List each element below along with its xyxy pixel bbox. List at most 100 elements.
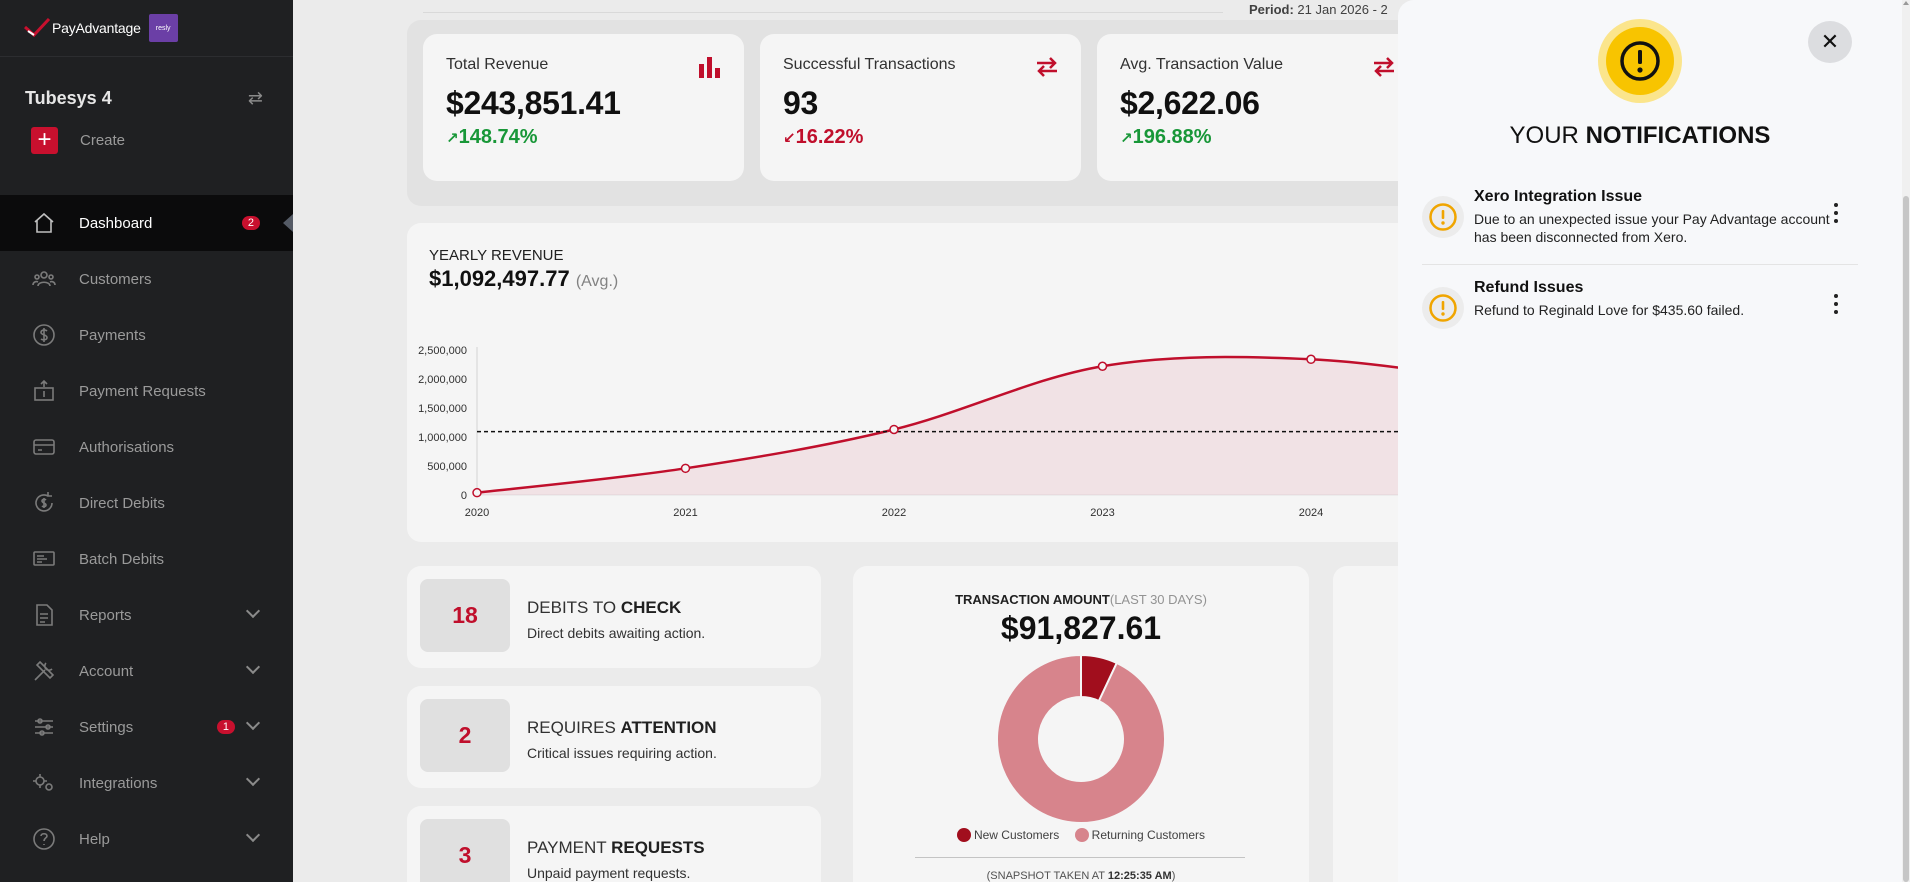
plus-icon: + bbox=[31, 126, 58, 154]
sidebar-item-account[interactable]: Account bbox=[0, 643, 293, 699]
settings-badge: 1 bbox=[216, 720, 235, 734]
stat-card-avg-transaction-value: Avg. Transaction Value $2,622.06 ↗196.88… bbox=[1097, 34, 1418, 181]
task-card-requires-attention[interactable]: 2 REQUIRES ATTENTION Critical issues req… bbox=[407, 686, 821, 788]
task-title: REQUIRES ATTENTION bbox=[527, 718, 717, 737]
close-button[interactable]: ✕ bbox=[1808, 21, 1852, 63]
task-card-debits-to-check[interactable]: 18 DEBITS TO CHECK Direct debits awaitin… bbox=[407, 566, 821, 668]
chevron-down-icon[interactable] bbox=[245, 771, 261, 787]
scrollbar-thumb[interactable] bbox=[1903, 196, 1909, 882]
warning-icon bbox=[1422, 196, 1464, 238]
task-count: 2 bbox=[420, 699, 510, 772]
sidebar-item-label: Settings bbox=[79, 718, 134, 736]
transfer-icon bbox=[1035, 56, 1059, 84]
sidebar-item-customers[interactable]: Customers bbox=[0, 251, 293, 307]
data-point bbox=[680, 463, 691, 474]
chevron-down-icon[interactable] bbox=[245, 659, 261, 675]
sidebar-item-label: Reports bbox=[79, 606, 132, 624]
y-tick-label: 500,000 bbox=[427, 461, 467, 473]
slice-returning-customers[interactable] bbox=[996, 653, 1166, 824]
stat-title: Successful Transactions bbox=[783, 56, 956, 73]
period-selector[interactable]: Period: 21 Jan 2026 - 2 bbox=[1249, 2, 1388, 17]
sidebar-item-payment-requests[interactable]: Payment Requests bbox=[0, 363, 293, 419]
sidebar-item-direct-debits[interactable]: Direct Debits bbox=[0, 475, 293, 531]
data-point bbox=[1306, 354, 1316, 365]
legend-returning-customers[interactable]: Returning Customers bbox=[1074, 828, 1205, 842]
stat-value: $2,622.06 bbox=[1120, 85, 1260, 121]
y-tick-label: 1,500,000 bbox=[418, 403, 467, 415]
notification-body: Due to an unexpected issue your Pay Adva… bbox=[1474, 211, 1830, 245]
sidebar-item-authorisations[interactable]: Authorisations bbox=[0, 419, 293, 475]
panel-scrollbar[interactable] bbox=[1902, 0, 1910, 882]
stat-title: Total Revenue bbox=[446, 56, 549, 73]
stat-value: 93 bbox=[783, 85, 818, 121]
notifications-panel: ✕ YOUR NOTIFICATIONS Xero Integration Is… bbox=[1398, 0, 1910, 882]
payment-request-icon bbox=[31, 378, 57, 404]
warning-icon bbox=[1422, 287, 1464, 329]
yearly-revenue-title: YEARLY REVENUE bbox=[429, 247, 564, 264]
task-subtitle: Critical issues requiring action. bbox=[527, 745, 717, 761]
sidebar-item-batch-debits[interactable]: Batch Debits bbox=[0, 531, 293, 587]
sidebar-item-label: Help bbox=[79, 830, 110, 848]
logo-row: PayAdvantage resly bbox=[0, 0, 293, 57]
sidebar-item-label: Payment Requests bbox=[79, 382, 206, 400]
batch-icon bbox=[31, 546, 57, 572]
gears-icon bbox=[31, 770, 57, 796]
chevron-down-icon[interactable] bbox=[245, 715, 261, 731]
sidebar-nav: Dashboard 2 Customers Payments Payment R… bbox=[0, 195, 293, 867]
sidebar-item-label: Customers bbox=[79, 270, 152, 288]
y-tick-label: 1,000,000 bbox=[418, 432, 467, 444]
sidebar-item-label: Direct Debits bbox=[79, 494, 165, 512]
chevron-down-icon[interactable] bbox=[245, 603, 261, 619]
sidebar-item-integrations[interactable]: Integrations bbox=[0, 755, 293, 811]
task-card-payment-requests[interactable]: 3 PAYMENT REQUESTS Unpaid payment reques… bbox=[407, 806, 821, 882]
period-label: Period: bbox=[1249, 2, 1294, 17]
yearly-revenue-card: YEARLY REVENUE $1,092,497.77 (Avg.) 0 500… bbox=[407, 223, 1507, 542]
divider bbox=[915, 857, 1245, 858]
arrow-down-icon: ↙ bbox=[783, 130, 796, 147]
divider bbox=[423, 12, 1223, 13]
stat-card-successful-transactions: Successful Transactions 93 ↙16.22% bbox=[760, 34, 1081, 181]
switch-org-icon[interactable]: ⇄ bbox=[247, 87, 263, 108]
avg-label: (Avg.) bbox=[575, 273, 619, 290]
task-title: DEBITS TO CHECK bbox=[527, 598, 682, 617]
transaction-value: $91,827.61 bbox=[1000, 610, 1162, 646]
data-point bbox=[1097, 361, 1108, 371]
sidebar-item-reports[interactable]: Reports bbox=[0, 587, 293, 643]
org-name: Tubesys 4 bbox=[25, 87, 112, 108]
legend-new-customers[interactable]: New Customers bbox=[956, 828, 1059, 842]
y-tick-label: 2,500,000 bbox=[418, 345, 467, 357]
sidebar-item-dashboard[interactable]: Dashboard 2 bbox=[0, 195, 293, 251]
help-icon bbox=[31, 826, 57, 852]
x-tick-label: 2022 bbox=[882, 507, 906, 519]
task-count: 18 bbox=[420, 579, 510, 652]
period-value: 21 Jan 2026 - 2 bbox=[1297, 2, 1388, 17]
task-title: PAYMENT REQUESTS bbox=[527, 838, 705, 857]
task-subtitle: Direct debits awaiting action. bbox=[527, 625, 706, 641]
snapshot-note: (SNAPSHOT TAKEN AT 12:25:35 AM) bbox=[986, 870, 1176, 882]
org-switcher[interactable]: Tubesys 4 ⇄ bbox=[0, 74, 293, 122]
sliders-icon bbox=[31, 714, 57, 740]
users-icon bbox=[31, 266, 57, 292]
scroll-up-icon[interactable] bbox=[1903, 1, 1909, 5]
sidebar-item-settings[interactable]: Settings 1 bbox=[0, 699, 293, 755]
legend-dot bbox=[1074, 828, 1089, 842]
y-tick-label: 0 bbox=[461, 490, 467, 502]
revenue-line bbox=[476, 355, 1507, 494]
create-button[interactable]: + Create bbox=[0, 122, 293, 158]
payadvantage-logo-icon bbox=[24, 18, 50, 38]
chevron-down-icon[interactable] bbox=[245, 827, 261, 843]
notification-alert-icon bbox=[1598, 19, 1682, 103]
yearly-revenue-value: $1,092,497.77 (Avg.) bbox=[429, 266, 619, 291]
sidebar-item-label: Payments bbox=[79, 326, 146, 344]
more-options-icon[interactable] bbox=[1826, 198, 1846, 228]
sidebar-item-payments[interactable]: Payments bbox=[0, 307, 293, 363]
data-point bbox=[472, 487, 482, 498]
sidebar-item-label: Account bbox=[79, 662, 134, 680]
stat-card-total-revenue: Total Revenue $243,851.41 ↗148.74% bbox=[423, 34, 744, 181]
sidebar-item-help[interactable]: Help bbox=[0, 811, 293, 867]
more-options-icon[interactable] bbox=[1826, 289, 1846, 319]
transaction-title: TRANSACTION AMOUNT(LAST 30 DAYS) bbox=[955, 592, 1207, 607]
legend-dot bbox=[956, 828, 971, 842]
sidebar: PayAdvantage resly Tubesys 4 ⇄ + Create … bbox=[0, 0, 293, 882]
card-icon bbox=[31, 434, 57, 460]
